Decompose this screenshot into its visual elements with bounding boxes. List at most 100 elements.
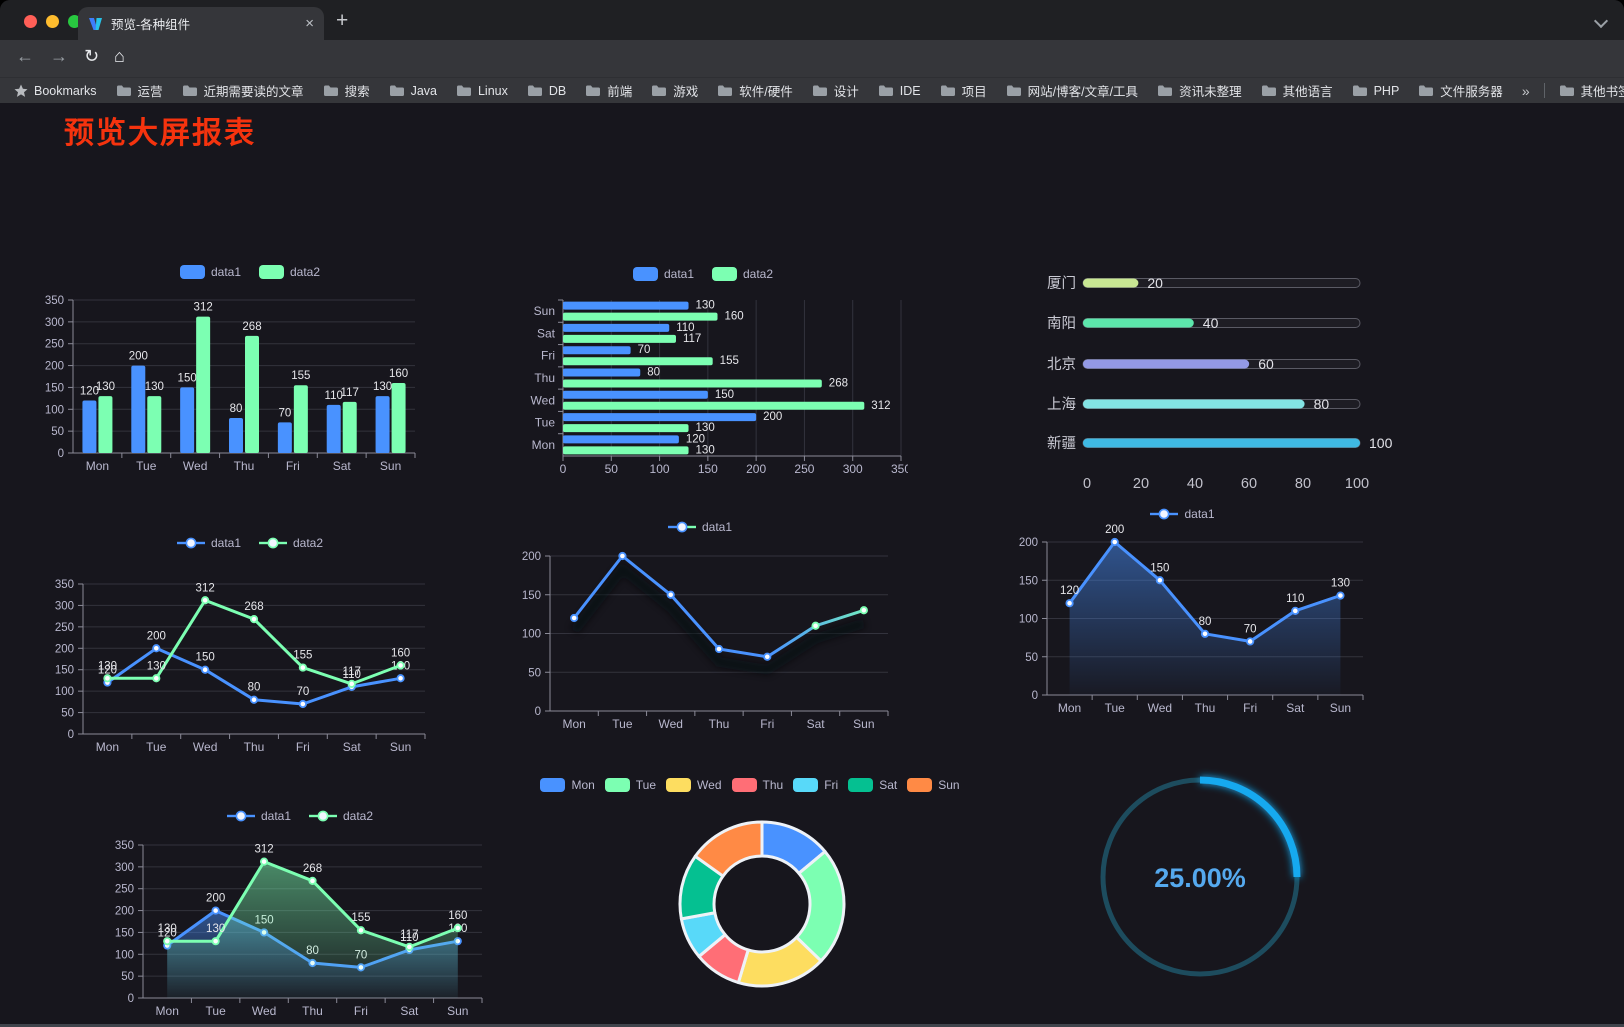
svg-text:120: 120	[158, 928, 177, 940]
bookmark-folder[interactable]: 网站/博客/文章/工具	[1006, 81, 1138, 100]
bookmark-folder[interactable]: Linux	[456, 84, 508, 98]
back-button[interactable]: ←	[16, 46, 34, 66]
folder-icon	[527, 84, 543, 97]
svg-text:Fri: Fri	[541, 349, 555, 363]
svg-text:155: 155	[293, 650, 312, 662]
close-window-button[interactable]	[24, 15, 37, 28]
chart-canvas: 厦门 20 南阳 40 北京 60 上海 80 新疆 100 0 20 40 60 80 100	[1047, 275, 1393, 492]
legend-item[interactable]: Thu	[731, 778, 783, 792]
multi-line-chart: data1 data2 0 50 100 150 200 250 300 350 Mon Tue Wed…	[40, 528, 460, 763]
svg-text:80: 80	[248, 682, 261, 694]
legend-label: Fri	[824, 778, 839, 792]
svg-text:160: 160	[448, 910, 467, 922]
browser-toolbar: ← → ↻ ⌂ ⓘ 127.0.0.1:3000/#/chart/preview…	[0, 40, 1624, 113]
new-tab-button[interactable]: +	[336, 9, 349, 32]
bookmark-folder[interactable]: 其他语言	[1261, 81, 1333, 100]
svg-text:130: 130	[206, 923, 225, 935]
svg-text:110: 110	[1286, 593, 1304, 605]
bookmark-folder[interactable]: IDE	[878, 84, 921, 98]
bookmark-folder[interactable]: 近期需要读的文章	[182, 81, 304, 100]
svg-text:300: 300	[55, 600, 74, 612]
folder-icon	[812, 84, 828, 97]
legend-label: Wed	[697, 778, 722, 792]
folder-icon	[651, 84, 667, 97]
bookmark-label: 其他书签	[1580, 85, 1624, 99]
legend-item[interactable]: data2	[259, 536, 323, 550]
legend-item[interactable]: data1	[632, 267, 694, 281]
minimize-window-button[interactable]	[46, 15, 59, 28]
folder-icon	[116, 84, 132, 97]
legend-item[interactable]: Fri	[793, 778, 838, 792]
svg-text:Sat: Sat	[333, 459, 352, 473]
svg-text:80: 80	[230, 403, 243, 415]
legend-item[interactable]: Wed	[666, 778, 722, 792]
chart-canvas	[678, 820, 846, 988]
legend-item[interactable]: Sat	[848, 778, 897, 792]
page-title: 预览大屏报表	[64, 117, 256, 150]
svg-text:200: 200	[45, 361, 64, 373]
legend-item[interactable]: data1	[667, 520, 733, 534]
bookmark-folder[interactable]: 运营	[116, 81, 163, 100]
bookmark-label: PHP	[1373, 83, 1400, 98]
legend-label: Sat	[879, 778, 898, 792]
svg-text:200: 200	[1019, 537, 1038, 549]
svg-text:Thu: Thu	[244, 740, 265, 754]
legend-item[interactable]: data1	[226, 809, 291, 823]
svg-text:300: 300	[45, 317, 64, 329]
bookmarks-root[interactable]: Bookmarks	[14, 84, 97, 98]
bookmark-folder[interactable]: 项目	[940, 81, 987, 100]
svg-text:Tue: Tue	[1105, 701, 1126, 715]
legend-item[interactable]: Sun	[907, 778, 960, 792]
svg-text:312: 312	[196, 582, 215, 594]
svg-text:117: 117	[400, 929, 418, 941]
svg-text:150: 150	[178, 372, 197, 384]
other-bookmarks[interactable]: 其他书签	[1559, 81, 1624, 100]
bookmarks-overflow-chevron[interactable]: »	[1521, 82, 1530, 99]
bookmark-folder[interactable]: DB	[527, 84, 566, 98]
bookmark-folder[interactable]: 资讯未整理	[1157, 81, 1242, 100]
svg-text:Wed: Wed	[183, 459, 207, 473]
chart-legend: Mon Tue Wed Thu Fri Sat Sun	[540, 778, 960, 792]
tab-close-icon[interactable]: ×	[305, 15, 314, 32]
legend-item[interactable]: Tue	[604, 778, 656, 792]
bookmarks-divider	[1543, 83, 1545, 98]
svg-text:70: 70	[638, 344, 651, 356]
tab-strip: 预览-各种组件 × +	[0, 0, 1624, 40]
bookmark-folder[interactable]: 软件/硬件	[717, 81, 793, 100]
bookmark-folder[interactable]: 游戏	[651, 81, 698, 100]
browser-tab[interactable]: 预览-各种组件 ×	[78, 7, 324, 40]
reload-button[interactable]: ↻	[84, 46, 100, 66]
bookmark-folder[interactable]: PHP	[1352, 83, 1400, 98]
chart-legend: data1 data2	[40, 536, 460, 550]
svg-text:120: 120	[98, 665, 117, 677]
legend-item[interactable]: data2	[712, 267, 773, 281]
svg-text:50: 50	[605, 462, 619, 476]
svg-text:Sun: Sun	[1330, 701, 1351, 715]
bookmark-folder[interactable]: 搜索	[323, 81, 370, 100]
svg-text:312: 312	[254, 844, 273, 856]
legend-item[interactable]: data2	[309, 809, 373, 823]
home-button[interactable]: ⌂	[114, 46, 125, 66]
svg-text:80: 80	[647, 367, 660, 379]
folder-icon	[1418, 84, 1434, 97]
tab-title: 预览-各种组件	[111, 18, 191, 32]
tab-search-chevron-icon[interactable]	[1593, 13, 1609, 29]
bookmark-folder[interactable]: 设计	[812, 81, 859, 100]
legend-item[interactable]: data1	[179, 265, 241, 279]
legend-item[interactable]: data1	[176, 536, 241, 550]
bookmark-label: 网站/博客/文章/工具	[1027, 85, 1139, 99]
bookmark-folder[interactable]: Java	[389, 84, 437, 98]
bookmark-folder[interactable]: 前端	[585, 81, 632, 100]
svg-text:117: 117	[343, 666, 361, 678]
forward-button[interactable]: →	[50, 46, 68, 66]
zoom-window-button[interactable]	[68, 15, 81, 28]
legend-label: data1	[701, 520, 733, 534]
legend-item[interactable]: Mon	[540, 778, 595, 792]
bookmark-folder[interactable]: 文件服务器	[1418, 81, 1503, 100]
legend-label: data2	[290, 265, 321, 279]
legend-item[interactable]: data1	[1150, 507, 1215, 521]
svg-text:Sat: Sat	[343, 740, 362, 754]
svg-text:200: 200	[1105, 524, 1124, 536]
legend-item[interactable]: data2	[259, 265, 320, 279]
